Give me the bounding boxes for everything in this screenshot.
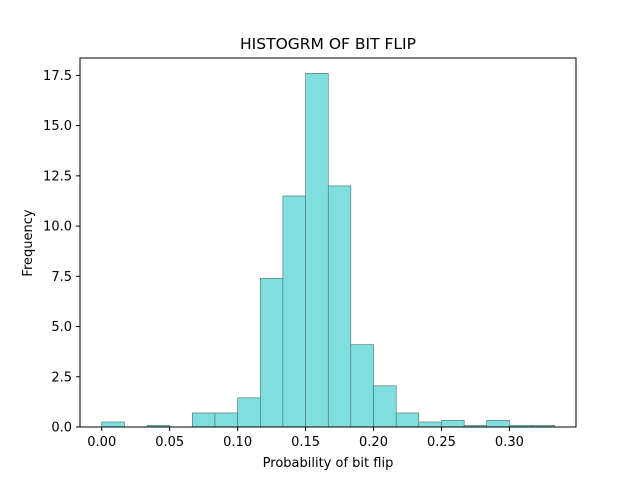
x-tick-label: 0.30 <box>495 435 524 450</box>
histogram-bar <box>101 421 125 428</box>
y-tick-label: 5.0 <box>51 320 72 335</box>
y-tick-label: 17.5 <box>43 69 72 84</box>
histogram-bar <box>282 195 306 428</box>
x-axis-ticks: 0.00 0.05 0.10 0.15 0.20 0.25 0.30 <box>87 427 524 450</box>
histogram-bar <box>214 412 238 428</box>
histogram-bar <box>260 278 284 428</box>
histogram-bar <box>373 385 397 428</box>
y-axis-label: Frequency <box>21 209 36 276</box>
y-tick-label: 15.0 <box>43 119 72 134</box>
histogram-bar <box>441 420 465 428</box>
y-tick-label: 10.0 <box>43 220 72 235</box>
y-tick-label: 7.5 <box>51 270 72 285</box>
histogram-bar <box>395 412 420 428</box>
x-tick-label: 0.15 <box>291 435 320 450</box>
x-tick-label: 0.25 <box>427 435 456 450</box>
chart-title: HISTOGRM OF BIT FLIP <box>240 35 416 53</box>
y-tick-label: 0.0 <box>51 421 72 436</box>
histogram-bar <box>418 421 442 428</box>
histogram-bar <box>237 397 261 428</box>
histogram-bar <box>192 412 216 428</box>
histogram-bar <box>486 420 510 428</box>
histogram-bar <box>327 185 352 428</box>
y-tick-label: 2.5 <box>51 370 72 385</box>
x-tick-label: 0.10 <box>223 435 252 450</box>
histogram-bar <box>305 73 329 428</box>
x-tick-label: 0.05 <box>155 435 184 450</box>
x-tick-label: 0.20 <box>359 435 388 450</box>
x-tick-label: 0.00 <box>87 435 116 450</box>
x-axis-label: Probability of bit flip <box>263 456 394 471</box>
histogram-bar <box>350 344 374 428</box>
plot-frame <box>79 57 577 428</box>
bars-group <box>101 73 555 428</box>
y-tick-label: 12.5 <box>43 169 72 184</box>
y-axis-ticks: 0.0 2.5 5.0 7.5 10.0 12.5 15.0 17.5 <box>43 69 80 436</box>
